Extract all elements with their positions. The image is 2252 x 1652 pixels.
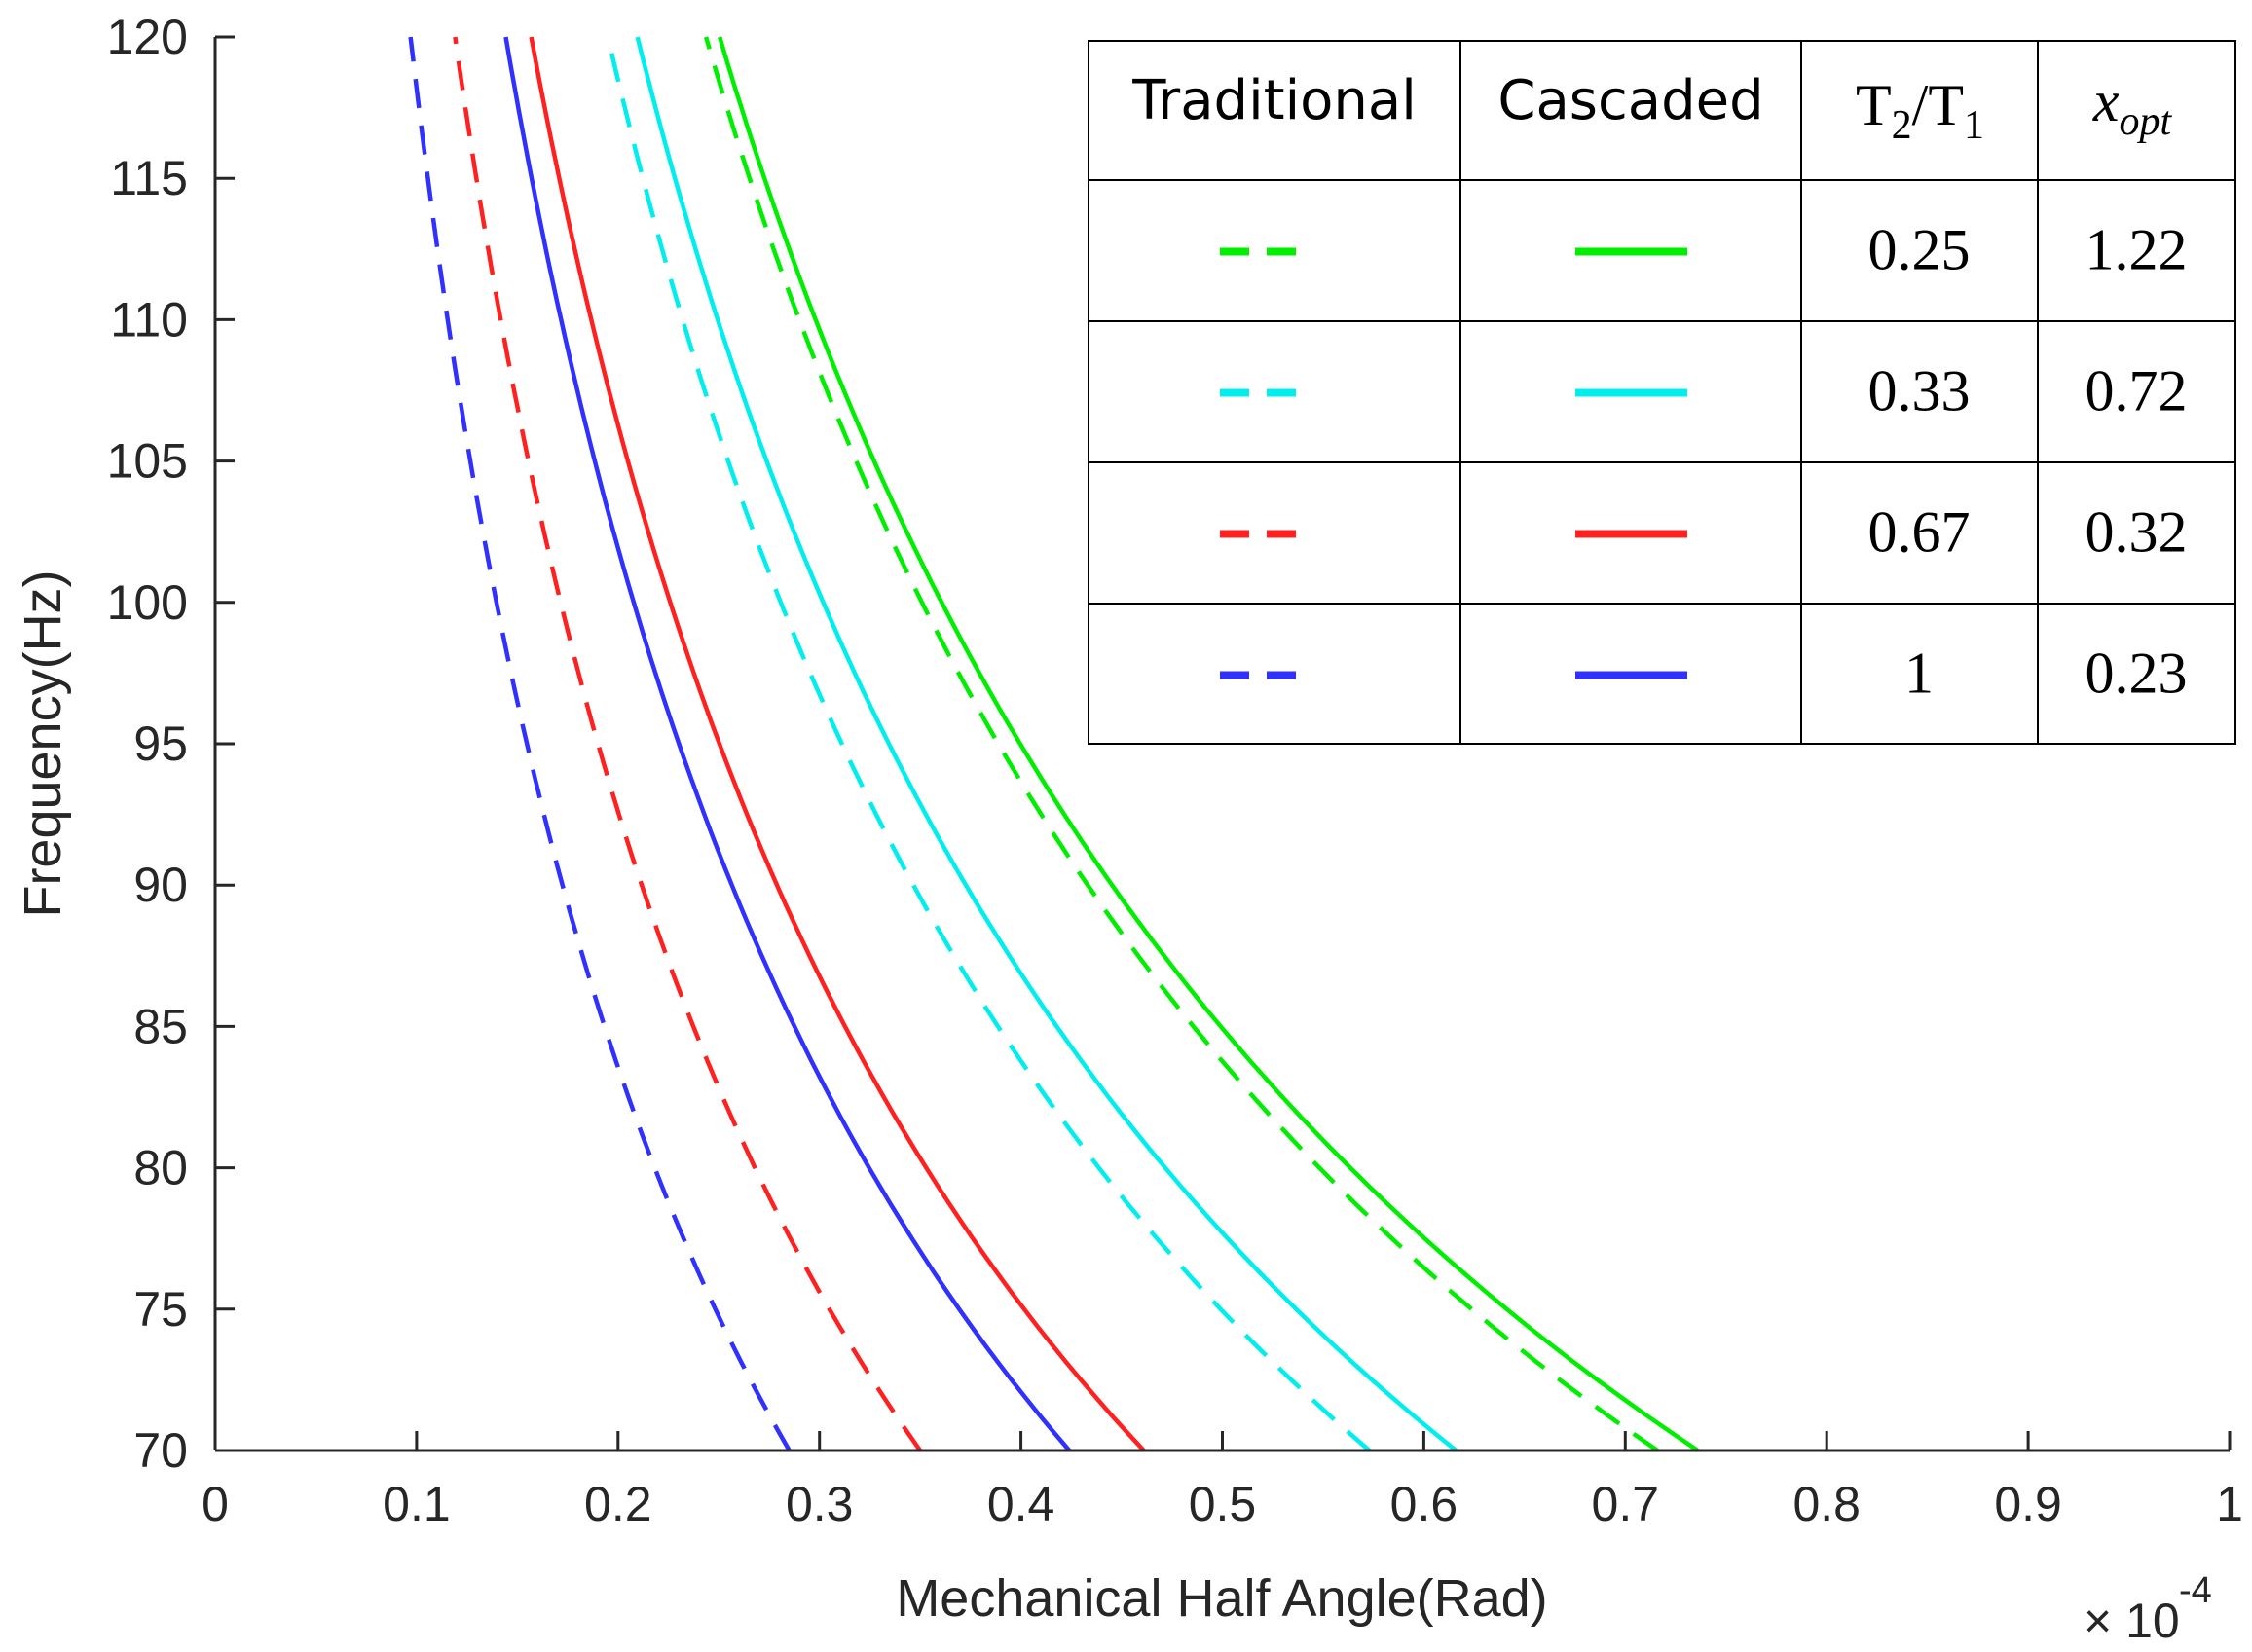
legend-header-traditional: Traditional bbox=[1131, 69, 1417, 132]
legend-xopt-value: 1.22 bbox=[2086, 218, 2188, 282]
series-line-traditional-0 bbox=[703, 36, 1659, 1452]
x-scale-base: × 10 bbox=[2084, 1594, 2180, 1648]
xopt-sub: opt bbox=[2119, 99, 2172, 144]
y-axis-label: Frequency(Hz) bbox=[14, 569, 72, 917]
plot-curves bbox=[408, 36, 1700, 1452]
xopt-x: x bbox=[2092, 69, 2120, 133]
ratio-t2-sub: 2 bbox=[1892, 103, 1912, 148]
axes: 0 0.1 0.2 0.3 0.4 0.5 0.6 0.7 0.8 0.9 1 70 75 80 85 90… bbox=[107, 10, 2243, 1531]
legend-rows: 0.25 1.22 0.33 0.72 0.67 0.32 1 0.23 bbox=[1220, 218, 2188, 706]
series-line-cascaded-5 bbox=[529, 36, 1146, 1452]
y-tick-label: 95 bbox=[133, 716, 188, 771]
x-tick-label: 0 bbox=[202, 1477, 229, 1531]
legend-ratio-value: 0.33 bbox=[1868, 359, 1971, 423]
x-tick-label: 0.9 bbox=[1994, 1477, 2062, 1531]
legend-header-ratio: T2/T1 bbox=[1856, 73, 1984, 148]
series-line-cascaded-1 bbox=[718, 36, 1700, 1452]
x-scale-exponent: -4 bbox=[2179, 1570, 2212, 1611]
series-line-cascaded-3 bbox=[635, 36, 1458, 1452]
x-tick-label: 0.4 bbox=[987, 1477, 1055, 1531]
x-tick-label: 0.8 bbox=[1792, 1477, 1861, 1531]
x-ticks: 0 0.1 0.2 0.3 0.4 0.5 0.6 0.7 0.8 0.9 1 bbox=[202, 1431, 2243, 1531]
y-tick-label: 85 bbox=[133, 999, 188, 1053]
x-tick-label: 0.6 bbox=[1390, 1477, 1458, 1531]
legend-ratio-value: 0.25 bbox=[1868, 218, 1971, 282]
y-tick-label: 75 bbox=[133, 1282, 188, 1337]
y-tick-label: 90 bbox=[133, 858, 188, 912]
ratio-slash-t1: /T bbox=[1912, 73, 1964, 137]
legend-header-xopt: xopt bbox=[2092, 69, 2173, 144]
y-tick-label: 70 bbox=[133, 1423, 188, 1478]
x-tick-label: 0.3 bbox=[786, 1477, 854, 1531]
series-line-traditional-4 bbox=[453, 36, 922, 1452]
legend-ratio-value: 0.67 bbox=[1868, 500, 1971, 565]
y-tick-label: 100 bbox=[107, 575, 188, 630]
x-tick-label: 0.1 bbox=[383, 1477, 451, 1531]
y-tick-label: 115 bbox=[110, 151, 188, 205]
legend-xopt-value: 0.32 bbox=[2086, 500, 2188, 565]
legend-table: Traditional Cascaded T2/T1 xopt 0.25 1.22… bbox=[1088, 40, 2236, 745]
series-line-traditional-6 bbox=[408, 36, 792, 1452]
y-tick-label: 120 bbox=[107, 10, 188, 64]
x-scale-factor: × 10 -4 bbox=[2084, 1570, 2212, 1648]
y-ticks: 70 75 80 85 90 95 100 105 110 115 120 bbox=[107, 10, 235, 1478]
ratio-t2: T bbox=[1856, 73, 1892, 137]
legend-xopt-value: 0.23 bbox=[2086, 642, 2188, 706]
series-line-cascaded-7 bbox=[503, 36, 1072, 1452]
x-tick-label: 1 bbox=[2216, 1477, 2243, 1531]
series-line-traditional-2 bbox=[606, 36, 1371, 1452]
ratio-t1-sub: 1 bbox=[1964, 103, 1984, 148]
legend-header-cascaded: Cascaded bbox=[1497, 69, 1763, 132]
x-tick-label: 0.2 bbox=[584, 1477, 652, 1531]
x-tick-label: 0.5 bbox=[1189, 1477, 1257, 1531]
x-axis-label: Mechanical Half Angle(Rad) bbox=[896, 1569, 1547, 1628]
y-tick-label: 105 bbox=[107, 434, 188, 489]
legend-xopt-value: 0.72 bbox=[2086, 359, 2188, 423]
legend-ratio-value: 1 bbox=[1904, 642, 1934, 706]
y-tick-label: 80 bbox=[133, 1141, 188, 1195]
x-tick-label: 0.7 bbox=[1592, 1477, 1660, 1531]
y-tick-label: 110 bbox=[110, 292, 188, 347]
